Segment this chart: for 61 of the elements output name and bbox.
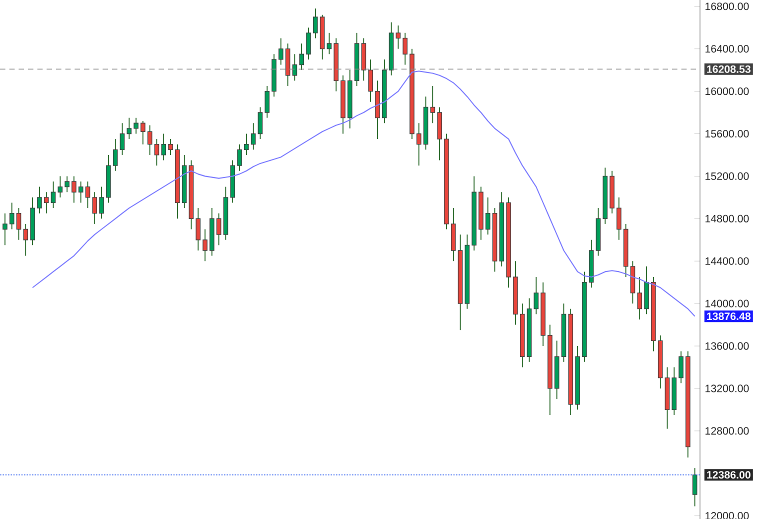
candlestick (161, 133, 166, 161)
candlestick (196, 208, 201, 251)
candlestick (202, 228, 208, 262)
candlestick (278, 38, 284, 66)
candlestick (64, 176, 70, 193)
candlestick (485, 197, 490, 235)
candlestick (2, 212, 8, 246)
candlestick (306, 27, 311, 60)
candlestick (637, 276, 642, 320)
candlestick (9, 202, 14, 230)
candlestick (534, 276, 539, 315)
candlestick (168, 138, 173, 156)
y-tick-label: 12800.00 (706, 427, 749, 435)
candlestick (37, 186, 42, 214)
candlestick (120, 122, 125, 156)
candlestick (313, 8, 318, 39)
candlestick (616, 197, 622, 240)
ref-line-label: 16208.53 (707, 65, 750, 73)
candlestick (16, 208, 22, 240)
candlestick (50, 181, 56, 208)
candlestick (134, 117, 138, 134)
candlestick (72, 176, 76, 204)
ref-line-label: 12386.00 (707, 471, 750, 479)
candlestick (44, 192, 49, 214)
candlestick (99, 186, 104, 220)
candlestick (23, 224, 28, 256)
y-tick-label: 16000.00 (706, 88, 749, 96)
y-tick-label: 13600.00 (706, 342, 749, 350)
candlestick (147, 124, 152, 156)
y-tick-label: 14000.00 (706, 300, 749, 308)
candlestick (154, 138, 160, 166)
candlestick (112, 138, 118, 172)
candlestick (258, 106, 263, 140)
y-tick-label: 16800.00 (706, 2, 749, 10)
candlestick (402, 32, 408, 66)
candlestick (368, 59, 374, 102)
candlestick (264, 86, 270, 118)
y-tick-label: 15600.00 (706, 130, 749, 138)
candlestick (58, 176, 63, 198)
candlestick (430, 86, 436, 124)
y-tick-label: 14400.00 (706, 257, 749, 265)
text: 13876.48 (707, 312, 751, 320)
candlestick (692, 468, 698, 507)
candlestick (244, 133, 249, 156)
candlestick (299, 43, 304, 70)
candlestick (250, 122, 256, 150)
candlestick (416, 122, 422, 166)
candlestick (126, 117, 132, 140)
y-tick-label: 15200.00 (706, 172, 749, 180)
candlestick (85, 181, 90, 208)
candlestick (140, 120, 146, 145)
candlestick (326, 32, 332, 55)
candlestick (237, 144, 242, 172)
y-tick-label: 14800.00 (706, 214, 749, 222)
candlestick (396, 25, 401, 50)
candlestick (678, 350, 684, 384)
candlestick (78, 181, 84, 204)
y-tick-label: 13200.00 (706, 384, 749, 392)
candlestick (92, 192, 98, 224)
candlestick (216, 212, 222, 246)
y-tick-label: 16400.00 (706, 45, 749, 53)
